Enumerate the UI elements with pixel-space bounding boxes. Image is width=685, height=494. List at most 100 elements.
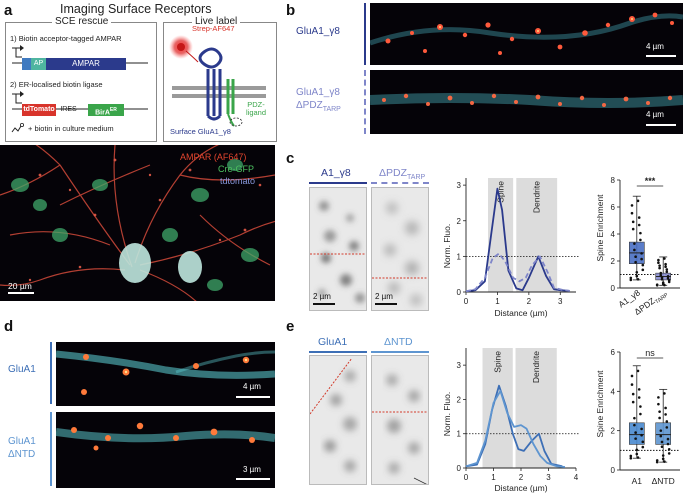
c-box-ytick-label: 0 bbox=[611, 284, 616, 293]
c-box-point-0 bbox=[630, 211, 634, 215]
e-box-point-0 bbox=[636, 456, 640, 459]
e-box-cat-0: A1 bbox=[632, 476, 643, 486]
d-scale2-label: 3 µm bbox=[243, 465, 261, 474]
e-box-point-1 bbox=[666, 437, 670, 441]
panel-label-b: b bbox=[286, 2, 296, 19]
c-box-point-1 bbox=[666, 276, 670, 280]
b-image-gluA1-g8 bbox=[370, 3, 683, 65]
panel-label-a: a bbox=[4, 2, 13, 19]
panel-label-e: e bbox=[286, 318, 295, 335]
e-box-point-0 bbox=[633, 416, 636, 420]
sce-rescue-title: SCE rescue bbox=[52, 16, 112, 27]
e-line-xlabel: Distance (µm) bbox=[494, 483, 547, 493]
e-image2-art bbox=[372, 374, 428, 484]
e-col1-label: GluA1 bbox=[318, 336, 348, 348]
e-box-point-0 bbox=[634, 437, 637, 440]
c-box-point-1 bbox=[664, 262, 667, 266]
e-line-xtick-label: 0 bbox=[464, 473, 469, 482]
ampar-segment: AMPAR bbox=[46, 58, 126, 70]
e-line-ylabel: Norm. Fluo. bbox=[442, 392, 452, 436]
e-box-point-0 bbox=[635, 452, 639, 456]
e-box-point-1 bbox=[661, 454, 665, 457]
c-line-ytick-label: 3 bbox=[457, 181, 462, 190]
step2-text: 2) ER-localised biotin ligase bbox=[10, 80, 103, 89]
c-line-chart: Norm. Fluo. Distance (µm) Spine Dendrite 0… bbox=[442, 178, 580, 318]
e-box-ylabel: Spine Enrichment bbox=[595, 370, 605, 438]
e-box-point-0 bbox=[635, 448, 639, 452]
e-box-point-0 bbox=[634, 431, 637, 434]
c-box-point-0 bbox=[639, 238, 642, 242]
signal-peptide-segment bbox=[22, 58, 31, 70]
e-box-ytick-label: 0 bbox=[611, 466, 616, 475]
b-scale2-label: 4 µm bbox=[646, 110, 664, 119]
e-box-point-0 bbox=[633, 423, 636, 427]
legend-tdtomato: tdtomato bbox=[220, 176, 256, 186]
e-box-sig-label: ns bbox=[645, 348, 655, 358]
b-scale2-bar bbox=[646, 124, 676, 126]
b-row2-label-line1: GluA1_γ8 bbox=[296, 87, 340, 98]
c-box-point-1 bbox=[663, 283, 666, 287]
e-line-chart: Norm. Fluo. Distance (µm) Spine Dendrite 0… bbox=[442, 348, 580, 493]
e-box-point-0 bbox=[629, 454, 633, 458]
c-box-point-1 bbox=[666, 275, 670, 278]
e-line-region-label-0: Spine bbox=[493, 351, 503, 373]
d-scale1-label: 4 µm bbox=[243, 382, 261, 391]
c-box-point-0 bbox=[631, 227, 635, 231]
c-box-point-1 bbox=[661, 281, 665, 285]
c-line-series-0 bbox=[465, 187, 570, 293]
e-line-ytick-label: 0 bbox=[457, 464, 462, 473]
live-label-title: Live label bbox=[192, 16, 241, 27]
e-box-point-0 bbox=[641, 440, 645, 444]
c-line-xtick-label: 1 bbox=[495, 297, 500, 306]
e-box-point-1 bbox=[667, 452, 671, 455]
c-image2-art bbox=[372, 202, 428, 306]
e-box-point-1 bbox=[666, 442, 670, 446]
e-image-gluA1 bbox=[309, 355, 367, 485]
c-line-xtick-label: 0 bbox=[464, 297, 469, 306]
c-line-region-label-1: Dendrite bbox=[532, 181, 542, 213]
step1-text: 1) Biotin acceptor-tagged AMPAR bbox=[10, 34, 122, 43]
tdtomato-segment: tdTomato bbox=[22, 104, 56, 116]
c-line-ytick-label: 1 bbox=[457, 252, 462, 261]
e-line-xtick-label: 3 bbox=[546, 473, 551, 482]
neuron-image bbox=[0, 145, 275, 301]
e-image-dntd bbox=[371, 355, 429, 485]
e-box-point-0 bbox=[630, 383, 634, 386]
c-scale2-bar bbox=[375, 303, 397, 305]
pdz-line2: ligand bbox=[246, 108, 267, 117]
e-box-point-1 bbox=[661, 457, 665, 461]
c-scale1-bar bbox=[313, 303, 335, 305]
e-line-region-0 bbox=[482, 348, 513, 468]
c-line-ytick-label: 2 bbox=[457, 217, 462, 226]
legend-ampar: AMPAR (AF647) bbox=[180, 152, 247, 162]
b-row2-sub: TARP bbox=[322, 106, 341, 113]
c-image-a1g8 bbox=[309, 187, 367, 311]
c-box-point-1 bbox=[664, 265, 667, 269]
c-box-point-1 bbox=[657, 261, 660, 265]
d-scale1-bar bbox=[236, 396, 270, 398]
c-line-region-label-0: Spine bbox=[496, 181, 506, 203]
scale-a-bar bbox=[8, 292, 34, 294]
d-image2-art bbox=[56, 422, 275, 451]
row-bar-d1 bbox=[50, 342, 52, 404]
bira-segment: BirAER bbox=[88, 104, 124, 116]
c-box-point-0 bbox=[636, 199, 640, 203]
c-box-point-0 bbox=[630, 204, 634, 207]
b-row2-label-line2: ΔPDZTARP bbox=[296, 100, 341, 113]
c-line-region-1 bbox=[516, 178, 558, 292]
b-scale1-bar bbox=[646, 55, 676, 57]
c-col1-label: A1_γ8 bbox=[321, 167, 351, 179]
e-image1-art bbox=[310, 357, 357, 472]
row-bar-b2 bbox=[364, 70, 368, 134]
b-image-gluA1-g8-dpdz bbox=[370, 70, 683, 134]
e-box-point-1 bbox=[659, 434, 663, 438]
c-box-point-0 bbox=[640, 257, 643, 261]
c-box-point-0 bbox=[639, 231, 642, 235]
c-box-point-0 bbox=[640, 252, 643, 255]
e-box-point-1 bbox=[665, 420, 669, 423]
pdz-ligand-label: PDZ- ligand bbox=[246, 101, 266, 117]
c-box-point-0 bbox=[633, 242, 636, 245]
row-bar-d2 bbox=[50, 412, 52, 486]
e-box-point-1 bbox=[663, 460, 666, 463]
c-box-point-1 bbox=[660, 277, 664, 281]
